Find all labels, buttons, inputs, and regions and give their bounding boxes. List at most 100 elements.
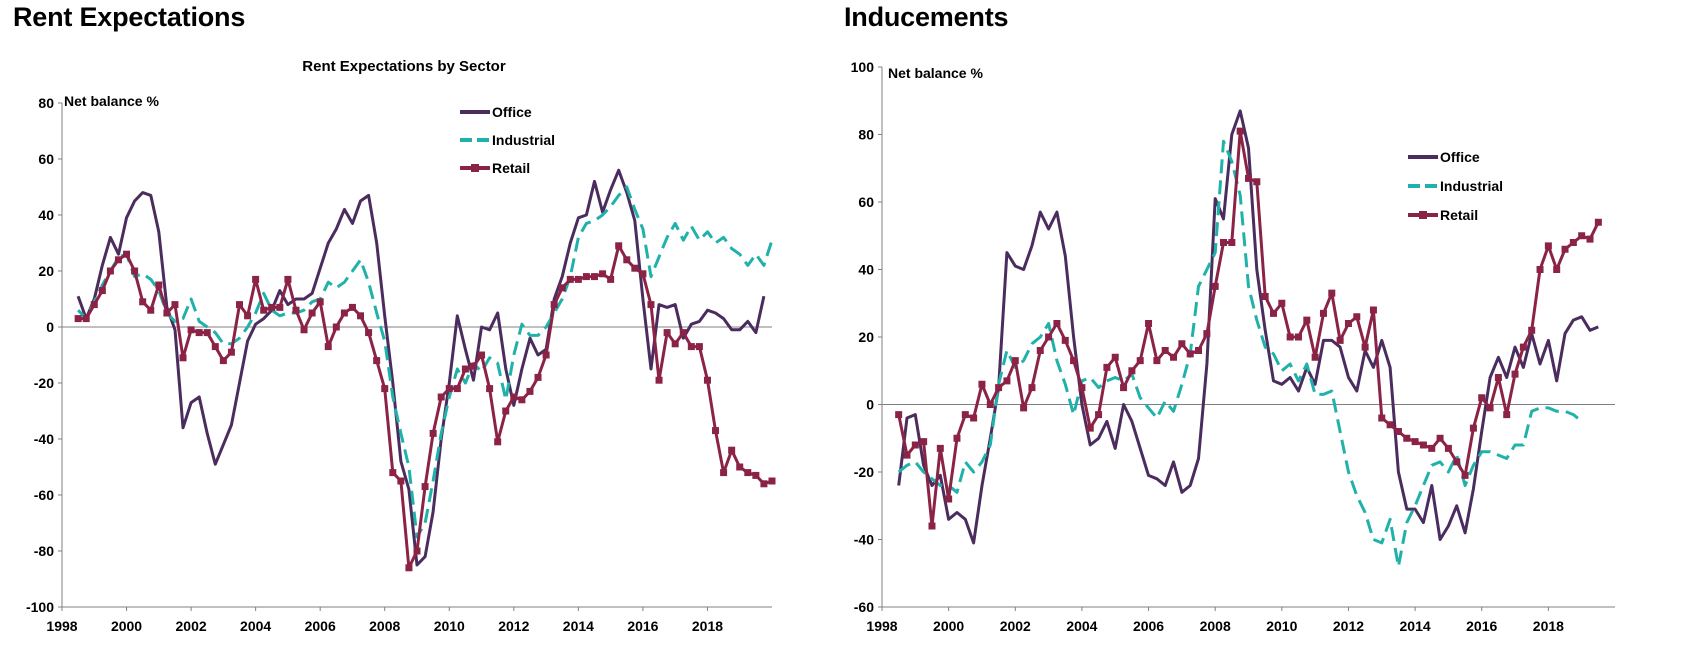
retail-point <box>82 315 90 323</box>
retail-point <box>550 301 558 309</box>
retail-point <box>1553 266 1561 273</box>
retail-point <box>582 273 590 281</box>
retail-point <box>90 301 98 309</box>
retail-point <box>599 270 607 278</box>
retail-point <box>155 281 163 289</box>
retail-point <box>1228 239 1236 246</box>
legend-label-office: Office <box>492 104 532 120</box>
y-tick-label: 20 <box>858 329 874 345</box>
retail-point <box>1536 266 1544 273</box>
x-tick-label: 2002 <box>1000 618 1031 634</box>
retail-point <box>1253 178 1261 186</box>
retail-point <box>397 477 405 485</box>
retail-point <box>332 323 340 331</box>
retail-point <box>268 303 276 311</box>
retail-point <box>1269 309 1277 317</box>
retail-point <box>1003 377 1011 385</box>
y-tick-label: 0 <box>866 397 874 413</box>
x-tick-label: 2004 <box>1066 618 1097 634</box>
retail-point <box>1303 316 1311 324</box>
retail-point <box>1186 350 1194 358</box>
retail-point <box>1311 353 1319 361</box>
legend-label-industrial: Industrial <box>492 132 555 148</box>
retail-point <box>695 343 703 351</box>
retail-point <box>236 301 243 309</box>
retail-point <box>1511 370 1519 378</box>
retail-point <box>1153 357 1161 365</box>
retail-point <box>300 326 308 334</box>
retail-point <box>978 380 986 388</box>
retail-point <box>920 438 928 446</box>
retail-point <box>1261 293 1269 300</box>
retail-point <box>1170 353 1178 361</box>
retail-point <box>219 357 227 365</box>
y-tick-label: -80 <box>34 543 54 559</box>
retail-point <box>903 451 911 459</box>
x-tick-label: 2018 <box>692 618 723 634</box>
retail-point <box>1594 218 1602 226</box>
retail-point <box>1369 306 1377 314</box>
retail-point <box>1011 357 1019 365</box>
retail-point <box>486 385 494 393</box>
retail-point <box>1103 363 1111 371</box>
inducements-chart: Net balance % -60 -40 -20 0 20 40 60 80 100 1998 20… <box>851 59 1615 634</box>
retail-point <box>534 373 542 381</box>
retail-point <box>1211 282 1219 290</box>
retail-point <box>1161 347 1169 354</box>
x-tick-label: 2018 <box>1533 618 1564 634</box>
y-tick-label: -100 <box>26 599 54 615</box>
y-axis-label: Net balance % <box>64 93 159 109</box>
retail-point <box>1411 438 1419 446</box>
retail-point <box>74 315 82 323</box>
retail-point <box>469 362 477 370</box>
retail-point <box>1436 434 1444 442</box>
retail-point <box>1578 232 1586 240</box>
retail-point <box>623 256 631 264</box>
retail-point <box>663 329 671 337</box>
retail-point <box>1419 441 1427 449</box>
retail-point <box>1128 367 1136 375</box>
retail-point <box>752 471 760 479</box>
retail-point <box>1503 411 1511 419</box>
retail-point <box>760 480 768 488</box>
retail-point <box>703 376 711 384</box>
retail-point <box>945 495 953 503</box>
rent-expectations-panel: Rent Expectations Rent Expectations by S… <box>0 0 840 652</box>
retail-point <box>252 275 260 283</box>
y-axis-label: Net balance % <box>888 65 983 81</box>
retail-point <box>1378 414 1386 422</box>
y-tick-label: -60 <box>854 599 874 615</box>
panel-heading: Inducements <box>844 2 1009 32</box>
retail-point <box>276 303 284 311</box>
retail-point <box>1569 239 1577 246</box>
retail-point <box>526 387 534 395</box>
retail-point <box>591 273 598 281</box>
x-tick-label: 2016 <box>627 618 658 634</box>
y-tick-label: -60 <box>34 487 54 503</box>
retail-point <box>292 306 300 314</box>
x-tick-label: 2000 <box>933 618 964 634</box>
retail-point <box>114 256 122 264</box>
y-tick-label: 60 <box>858 194 874 210</box>
retail-point <box>1294 333 1302 341</box>
retail-point <box>227 348 235 356</box>
retail-point <box>728 446 736 454</box>
x-tick-label: 2006 <box>1133 618 1164 634</box>
legend-label-office: Office <box>1440 149 1480 165</box>
retail-point <box>1278 299 1286 307</box>
retail-point <box>1494 374 1502 381</box>
retail-point <box>1120 384 1128 392</box>
retail-point <box>1528 326 1536 334</box>
y-tick-label: 40 <box>858 262 874 278</box>
retail-point <box>421 483 429 491</box>
inducements-panel: Inducements Net balance % -60 -40 -20 0 20 40 6… <box>840 0 1683 652</box>
retail-point <box>1444 444 1452 452</box>
retail-point <box>413 547 421 555</box>
retail-point <box>139 298 147 306</box>
legend-marker-retail <box>1419 211 1427 219</box>
x-tick-label: 2010 <box>1266 618 1297 634</box>
retail-point <box>260 306 268 314</box>
retail-point <box>1178 340 1186 348</box>
retail-point <box>1203 330 1211 338</box>
retail-point <box>911 441 919 449</box>
